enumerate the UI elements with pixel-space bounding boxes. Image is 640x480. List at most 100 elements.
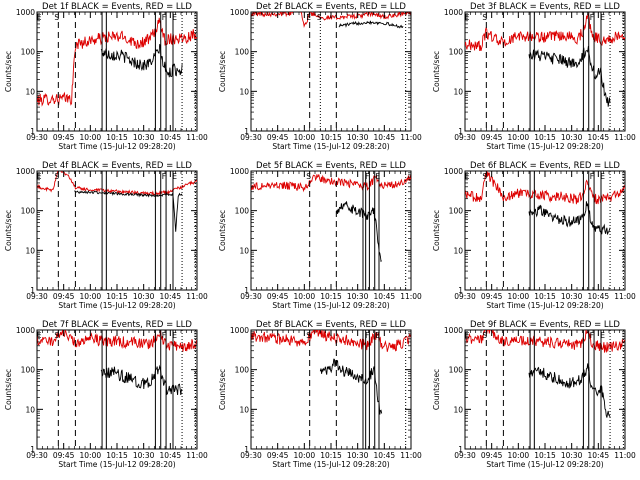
x-axis-label: Start Time (15-Jul-12 09:28:20): [58, 301, 175, 310]
x-tick-label: 10:15: [320, 292, 342, 301]
x-tick-label: 09:30: [26, 451, 48, 460]
marker-letter: F: [365, 172, 369, 181]
y-tick-label: 1: [244, 127, 249, 136]
x-axis-label: Start Time (15-Jul-12 09:28:20): [486, 460, 603, 469]
x-tick-label: 10:15: [320, 451, 342, 460]
marker-letter: E: [172, 172, 177, 181]
y-tick-label: 100: [449, 207, 464, 216]
x-tick-label: 10:00: [508, 451, 530, 460]
y-tick-label: 100: [235, 207, 250, 216]
y-tick-label: 1000: [444, 167, 463, 176]
x-tick-label: 10:00: [508, 292, 530, 301]
y-axis-label: Counts/sec: [218, 369, 227, 410]
panel-title: Det 5f BLACK = Events, RED = LLD: [256, 161, 406, 171]
x-tick-label: 10:30: [561, 133, 583, 142]
x-axis-label: Start Time (15-Jul-12 09:28:20): [272, 460, 389, 469]
series-black-line: [335, 201, 382, 263]
x-tick-label: 10:30: [347, 451, 369, 460]
marker-letter: E: [172, 331, 177, 340]
x-tick-label: 10:30: [133, 292, 155, 301]
panel-3: Det 3f BLACK = Events, RED = LLD 1 10 100 10…: [432, 2, 636, 151]
axes-frame: [250, 11, 412, 132]
series-black-line: [528, 363, 611, 418]
y-tick-label: 1000: [444, 326, 463, 335]
x-tick-label: 09:30: [26, 133, 48, 142]
y-tick-label: 1000: [230, 326, 249, 335]
x-tick-label: 11:00: [186, 133, 208, 142]
y-axis-label: Counts/sec: [218, 210, 227, 251]
y-tick-label: 100: [235, 48, 250, 57]
marker-letter: E: [172, 13, 177, 22]
x-tick-label: 09:45: [53, 292, 75, 301]
marker-letter: S: [306, 172, 311, 181]
y-tick-label: 10: [453, 405, 463, 414]
x-tick-label: 10:00: [80, 133, 102, 142]
x-axis-label: Start Time (15-Jul-12 09:28:20): [58, 142, 175, 151]
x-tick-label: 10:00: [80, 292, 102, 301]
x-tick-label: 10:30: [561, 451, 583, 460]
panel-title: Det 7f BLACK = Events, RED = LLD: [42, 320, 192, 330]
x-tick-label: 10:45: [374, 451, 396, 460]
y-axis-label: Counts/sec: [432, 369, 441, 410]
y-tick-label: 1: [244, 286, 249, 295]
x-tick-label: 10:30: [347, 133, 369, 142]
panel-5: Det 5f BLACK = Events, RED = LLD 1 10 100 10…: [218, 161, 422, 310]
panel-9: Det 9f BLACK = Events, RED = LLD 1 10 100 10…: [432, 320, 636, 469]
y-axis-label: Counts/sec: [4, 210, 13, 251]
panel-8: Det 8f BLACK = Events, RED = LLD 1 10 100 10…: [218, 320, 422, 469]
marker-letter: E: [600, 13, 605, 22]
x-tick-label: 10:15: [106, 292, 128, 301]
panel-2: Det 2f BLACK = Events, RED = LLD 1 10 100 10…: [218, 2, 422, 151]
x-tick-label: 10:00: [508, 133, 530, 142]
x-tick-label: 09:30: [26, 292, 48, 301]
axes-frame: [250, 170, 412, 291]
marker-letter: S: [54, 13, 59, 22]
y-tick-label: 100: [449, 48, 464, 57]
marker-letter: S: [54, 331, 59, 340]
marker-letter: F: [590, 331, 594, 340]
x-axis-label: Start Time (15-Jul-12 09:28:20): [58, 460, 175, 469]
y-tick-label: 10: [239, 405, 249, 414]
x-tick-label: 10:45: [374, 133, 396, 142]
x-tick-label: 10:45: [588, 451, 610, 460]
x-tick-label: 10:15: [534, 451, 556, 460]
y-tick-label: 100: [235, 366, 250, 375]
x-tick-label: 11:00: [186, 292, 208, 301]
panel-title: Det 3f BLACK = Events, RED = LLD: [470, 2, 620, 12]
x-tick-label: 10:15: [106, 451, 128, 460]
y-axis-label: Counts/sec: [218, 51, 227, 92]
x-tick-label: 09:30: [454, 133, 476, 142]
panel-6: Det 6f BLACK = Events, RED = LLD 1 10 100 10…: [432, 161, 636, 310]
x-tick-label: 10:45: [160, 133, 182, 142]
x-tick-label: 11:00: [614, 133, 636, 142]
marker-letter: S: [482, 13, 487, 22]
y-tick-label: 10: [239, 246, 249, 255]
x-tick-label: 10:30: [561, 292, 583, 301]
x-tick-label: 09:30: [240, 292, 262, 301]
x-tick-label: 10:45: [160, 451, 182, 460]
panel-title: Det 9f BLACK = Events, RED = LLD: [470, 320, 620, 330]
x-tick-label: 10:45: [588, 292, 610, 301]
x-tick-label: 10:00: [294, 292, 316, 301]
y-tick-label: 1000: [16, 326, 35, 335]
panel-title: Det 8f BLACK = Events, RED = LLD: [256, 320, 406, 330]
y-tick-label: 10: [453, 246, 463, 255]
x-tick-label: 09:30: [240, 133, 262, 142]
y-tick-label: 1: [458, 127, 463, 136]
marker-letter: E: [37, 13, 42, 22]
y-tick-label: 1000: [230, 167, 249, 176]
x-tick-label: 10:45: [374, 292, 396, 301]
x-tick-label: 09:45: [267, 451, 289, 460]
y-tick-label: 1: [458, 445, 463, 454]
x-axis-label: Start Time (15-Jul-12 09:28:20): [486, 142, 603, 151]
series-black-line: [100, 43, 183, 78]
x-tick-label: 11:00: [400, 451, 422, 460]
y-tick-label: 1: [458, 286, 463, 295]
x-tick-label: 10:00: [294, 451, 316, 460]
marker-letter: F: [365, 331, 369, 340]
y-tick-label: 10: [25, 405, 35, 414]
marker-letter: F: [162, 172, 166, 181]
x-axis-label: Start Time (15-Jul-12 09:28:20): [272, 142, 389, 151]
